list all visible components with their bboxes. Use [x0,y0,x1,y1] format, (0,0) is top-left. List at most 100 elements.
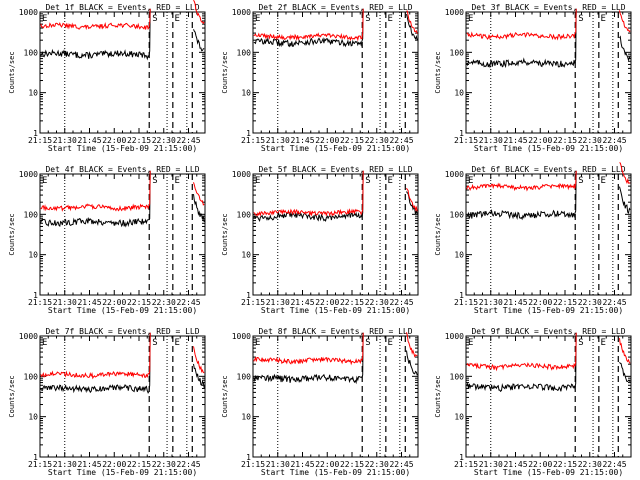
end-marker-label: E [600,338,605,348]
end-marker-label: E [600,14,605,24]
events-series [253,8,364,48]
saa-marker-label: S [152,14,157,24]
x-tick-label: 21:15 [241,136,265,145]
start-marker-label: E [255,14,260,24]
panel-title: Det 3f BLACK = Events, RED = LLD [471,3,625,12]
x-tick-label: 21:30 [53,136,77,145]
panel-1: Det 1f BLACK = Events, RED = LLD 1 10 100 10… [8,0,206,153]
events-series-recovery [193,194,205,222]
events-series-recovery [619,361,631,383]
x-tick-label: 21:30 [266,136,290,145]
x-axis-label: Start Time (15-Feb-09 21:15:00) [261,306,410,315]
y-tick-label: 100 [237,210,252,219]
x-tick-label: 21:45 [290,136,314,145]
y-tick-label: 1000 [445,8,464,17]
y-tick-label: 10 [28,251,38,260]
x-tick-label: 22:45 [602,460,626,469]
events-series-recovery [406,350,418,376]
y-axis-label: Counts/sec [221,213,229,255]
y-axis-label: Counts/sec [434,51,442,93]
x-tick-label: 22:45 [389,136,413,145]
x-tick-label: 22:45 [389,298,413,307]
x-tick-label: 22:15 [340,298,364,307]
events-series-recovery [193,363,205,388]
y-tick-label: 10 [241,251,251,260]
x-tick-label: 21:15 [454,460,478,469]
x-tick-label: 21:30 [479,136,503,145]
x-tick-label: 22:15 [127,460,151,469]
lld-series-recovery [619,338,631,364]
events-series [40,170,151,228]
panel-title: Det 1f BLACK = Events, RED = LLD [45,3,199,12]
saa-marker-label: S [578,14,583,24]
x-tick-label: 22:30 [578,136,602,145]
y-tick-label: 10 [241,89,251,98]
panel-title: Det 9f BLACK = Events, RED = LLD [471,327,625,336]
x-tick-label: 22:00 [315,298,339,307]
panel-title: Det 4f BLACK = Events, RED = LLD [45,165,199,174]
lld-series [253,8,364,42]
x-tick-label: 21:15 [454,298,478,307]
events-series [40,332,151,394]
end-marker-label: E [600,176,605,186]
panel-3: Det 3f BLACK = Events, RED = LLD 1 10 100 10… [434,3,632,153]
y-tick-label: 100 [24,210,39,219]
saa-marker-label: S [152,338,157,348]
saa-marker-label: S [365,176,370,186]
y-axis-label: Counts/sec [434,375,442,417]
x-tick-label: 22:45 [176,460,200,469]
x-axis-label: Start Time (15-Feb-09 21:15:00) [48,306,197,315]
x-axis-label: Start Time (15-Feb-09 21:15:00) [48,144,197,153]
y-tick-label: 100 [450,48,465,57]
y-tick-label: 1 [33,129,38,138]
x-tick-label: 21:45 [77,136,101,145]
saa-marker-label: S [578,338,583,348]
y-axis-label: Counts/sec [221,51,229,93]
x-tick-label: 22:00 [102,298,126,307]
end-marker-label: E [174,14,179,24]
y-tick-label: 1000 [445,170,464,179]
y-tick-label: 1 [246,291,251,300]
x-axis-label: Start Time (15-Feb-09 21:15:00) [48,468,197,477]
lld-series-recovery [193,182,205,206]
saa-marker-label: S [152,176,157,186]
y-axis-label: Counts/sec [8,375,16,417]
y-axis-label: Counts/sec [434,213,442,255]
x-tick-label: 22:15 [553,298,577,307]
y-tick-label: 100 [237,48,252,57]
x-tick-label: 21:15 [241,460,265,469]
y-tick-label: 100 [24,372,39,381]
events-series [466,8,577,69]
lld-series-recovery [406,10,418,34]
x-tick-label: 22:15 [553,136,577,145]
start-marker-label: E [468,14,473,24]
panel-title: Det 2f BLACK = Events, RED = LLD [258,3,412,12]
y-tick-label: 1 [459,453,464,462]
panel-title: Det 7f BLACK = Events, RED = LLD [45,327,199,336]
x-tick-label: 22:15 [553,460,577,469]
y-tick-label: 1000 [232,8,251,17]
y-tick-label: 100 [450,372,465,381]
end-marker-label: E [387,14,392,24]
y-tick-label: 1000 [232,332,251,341]
lld-series [40,8,151,31]
lld-series-recovery [406,332,418,358]
saa-marker-label: S [578,176,583,186]
x-tick-label: 22:30 [365,460,389,469]
y-tick-label: 1000 [445,332,464,341]
start-marker-label: E [468,176,473,186]
start-marker-label: E [255,176,260,186]
panel-4: Det 4f BLACK = Events, RED = LLD 1 10 100 10… [8,165,206,315]
x-tick-label: 21:45 [290,460,314,469]
events-series-recovery [619,186,631,215]
x-tick-label: 22:45 [176,298,200,307]
start-marker-label: E [42,176,47,186]
x-axis-label: Start Time (15-Feb-09 21:15:00) [261,144,410,153]
events-series-recovery [193,29,205,52]
y-tick-label: 100 [237,372,252,381]
end-marker-label: E [387,338,392,348]
x-tick-label: 21:30 [53,460,77,469]
panel-title: Det 6f BLACK = Events, RED = LLD [471,165,625,174]
x-tick-label: 21:15 [28,460,52,469]
